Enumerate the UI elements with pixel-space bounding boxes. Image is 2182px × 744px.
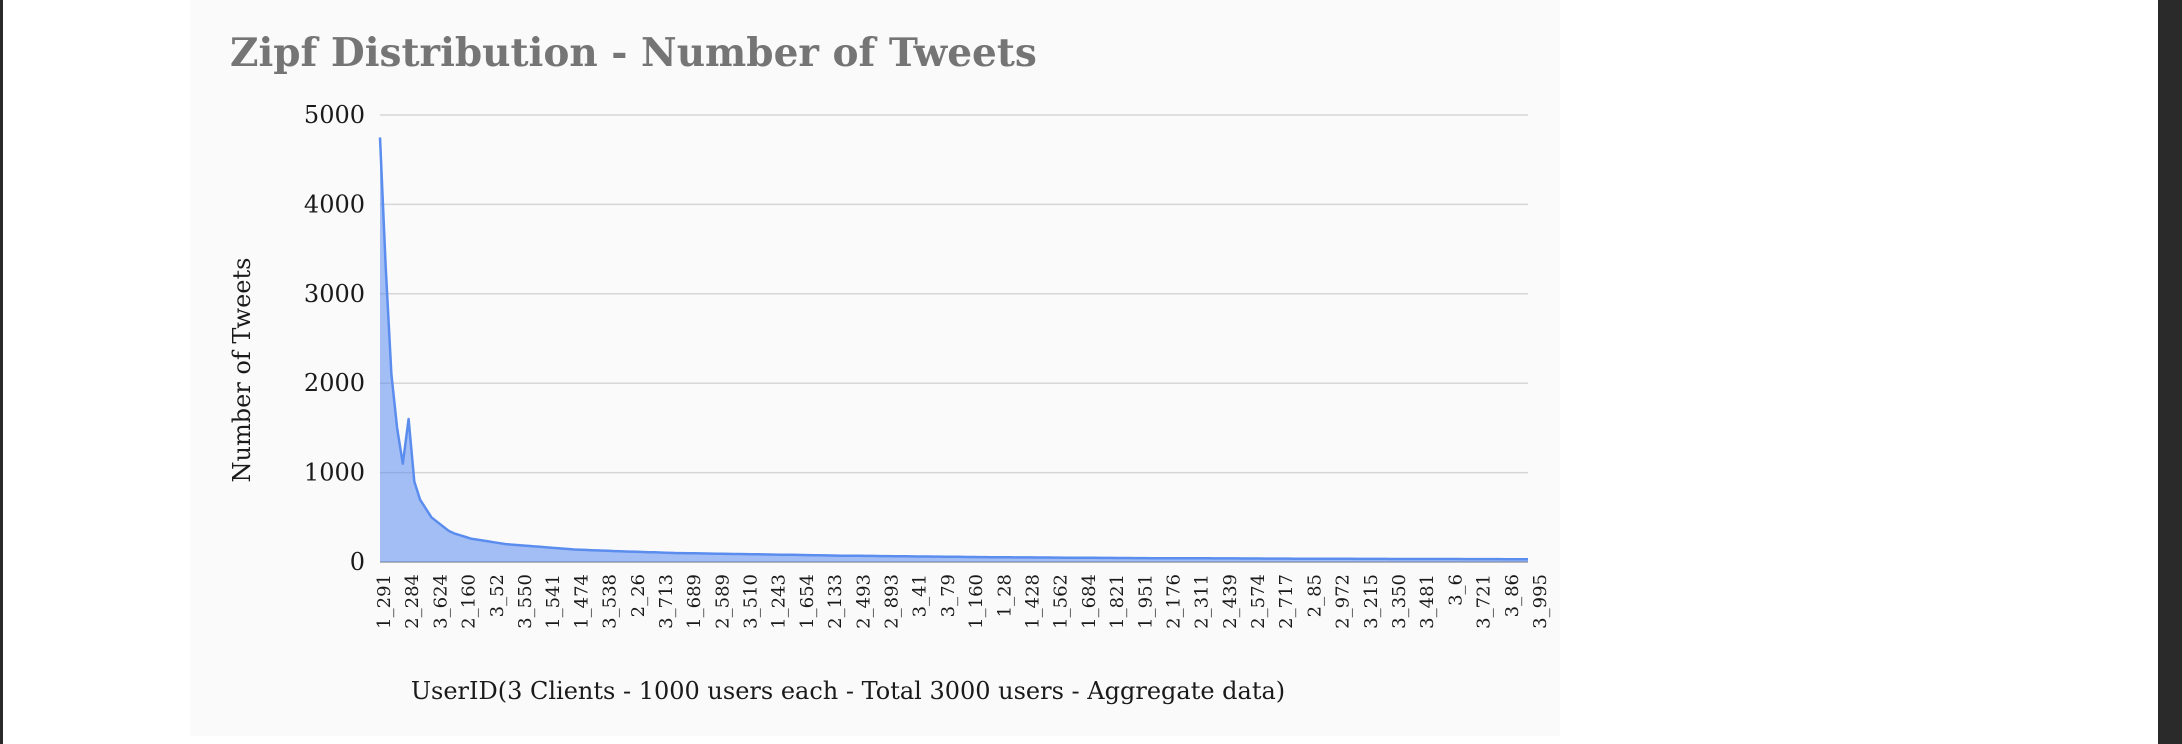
x-tick-label: 2_574 <box>1248 574 1269 629</box>
x-tick-label: 3_215 <box>1361 574 1382 629</box>
x-tick-label: 3_510 <box>741 574 762 629</box>
x-tick-label: 2_160 <box>459 574 480 629</box>
x-tick-label: 3_995 <box>1530 574 1551 629</box>
x-tick-label: 1_684 <box>1079 574 1100 629</box>
x-tick-label: 1_821 <box>1107 574 1128 629</box>
x-tick-label: 1_951 <box>1135 574 1156 629</box>
x-tick-label: 2_133 <box>825 574 846 629</box>
x-tick-label: 2_493 <box>853 574 874 629</box>
x-tick-label: 2_284 <box>402 574 423 629</box>
x-tick-label: 3_350 <box>1389 574 1410 629</box>
x-tick-label: 3_624 <box>430 574 451 629</box>
x-tick-label: 3_6 <box>1445 574 1466 606</box>
x-tick-label: 1_474 <box>571 574 592 629</box>
chart-panel <box>190 0 1560 736</box>
x-tick-label: 1_654 <box>797 574 818 629</box>
x-tick-label: 2_311 <box>1192 574 1213 629</box>
x-tick-labels: 1_291 2_284 3_624 2_160 3_52 3_550 1_541 1_474 3… <box>374 574 1551 629</box>
window-right-edge <box>2158 0 2182 744</box>
series-line <box>378 137 1528 561</box>
y-tick-label: 5000 <box>304 101 365 129</box>
x-tick-label: 1_428 <box>1023 574 1044 629</box>
grid-lines <box>380 114 1528 563</box>
series-area <box>380 137 1528 562</box>
x-tick-label: 1_291 <box>374 574 395 629</box>
x-tick-label: 2_589 <box>712 574 733 629</box>
y-tick-label: 0 <box>350 548 365 576</box>
y-axis-title: Number of Tweets <box>228 258 256 483</box>
x-tick-label: 1_160 <box>966 574 987 629</box>
x-axis-title: UserID(3 Clients - 1000 users each - Tot… <box>411 677 1285 705</box>
x-tick-label: 1_562 <box>1051 574 1072 629</box>
y-tick-label: 3000 <box>304 280 365 308</box>
x-tick-label: 1_28 <box>994 574 1015 617</box>
x-tick-label: 2_26 <box>628 574 649 617</box>
y-tick-label: 4000 <box>304 190 365 218</box>
x-tick-label: 2_893 <box>882 574 903 629</box>
x-tick-label: 2_717 <box>1276 574 1297 629</box>
x-tick-label: 3_41 <box>910 574 931 617</box>
x-tick-label: 3_481 <box>1417 574 1438 629</box>
chart-title: Zipf Distribution - Number of Tweets <box>230 30 1037 76</box>
x-tick-label: 3_538 <box>600 574 621 629</box>
y-tick-label: 1000 <box>304 459 365 487</box>
x-tick-label: 3_721 <box>1474 574 1495 629</box>
x-tick-label: 3_79 <box>938 574 959 617</box>
x-tick-label: 2_439 <box>1220 574 1241 629</box>
x-tick-label: 3_52 <box>487 574 508 617</box>
x-tick-label: 3_550 <box>515 574 536 629</box>
x-tick-label: 1_243 <box>769 574 790 629</box>
x-tick-label: 2_972 <box>1333 574 1354 629</box>
window-left-edge <box>0 0 3 744</box>
x-tick-label: 1_541 <box>543 574 564 629</box>
series-group <box>378 137 1528 562</box>
y-tick-label: 2000 <box>304 369 365 397</box>
x-tick-label: 2_85 <box>1304 574 1325 617</box>
x-tick-label: 1_689 <box>684 574 705 629</box>
x-tick-label: 3_86 <box>1502 574 1523 617</box>
y-tick-labels: 0 1000 2000 3000 4000 5000 <box>304 101 365 576</box>
x-tick-label: 2_176 <box>1164 574 1185 629</box>
x-tick-label: 3_713 <box>656 574 677 629</box>
